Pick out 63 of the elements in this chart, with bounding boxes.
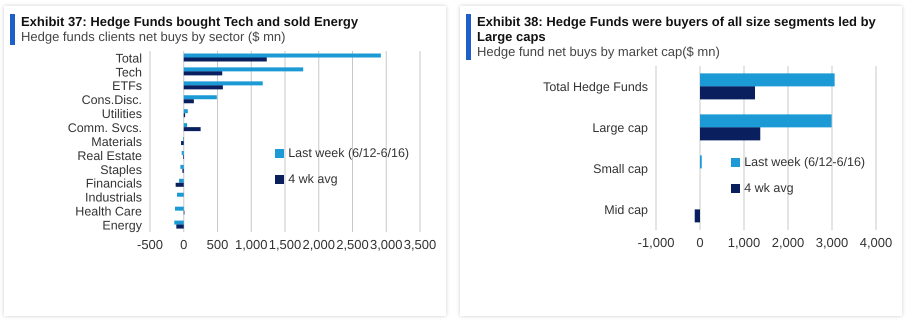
legend-label: Last week (6/12-6/16) — [288, 145, 410, 162]
x-tick-label: 3,000 — [816, 235, 848, 250]
bar — [700, 114, 832, 128]
bar — [184, 67, 304, 72]
y-tick-label: Utilities — [102, 107, 142, 122]
x-tick-label: 3,500 — [404, 237, 436, 252]
bar — [700, 86, 755, 100]
x-tick-label: 1,500 — [268, 237, 302, 252]
bar — [181, 141, 184, 146]
x-tick-label: 0 — [696, 235, 704, 250]
y-tick-label: Real Estate — [77, 148, 142, 163]
chart-subtitle: Hedge fund net buys by market cap($ mn) — [477, 44, 721, 60]
y-tick-label: Total — [116, 51, 142, 66]
chart-subtitle: Hedge funds clients net buys by sector ($ mn) — [21, 29, 286, 45]
legend-label: 4 wk avg — [744, 180, 794, 198]
bar — [184, 109, 188, 114]
bar — [177, 192, 184, 197]
bar — [184, 81, 263, 86]
y-tick-label: Staples — [100, 162, 142, 177]
bar — [700, 73, 835, 86]
bar — [184, 95, 217, 100]
bar — [184, 127, 201, 132]
y-tick-label: Energy — [102, 218, 143, 232]
bar — [176, 182, 184, 187]
bar — [184, 99, 194, 104]
bar — [184, 58, 267, 62]
x-tick-label: 1,000 — [234, 237, 268, 252]
y-tick-label: Mid cap — [604, 202, 648, 217]
y-tick-label: Materials — [91, 134, 142, 149]
bar — [180, 164, 184, 169]
y-tick-label: Total Hedge Funds — [543, 80, 648, 94]
legend-label: 4 wk avg — [288, 171, 338, 188]
bar — [700, 127, 760, 140]
bar — [174, 220, 184, 225]
bar — [184, 71, 222, 76]
y-tick-label: Financials — [86, 176, 142, 191]
x-tick-label: 1,000 — [728, 235, 760, 250]
x-tick-label: 2,000 — [772, 235, 804, 250]
x-tick-label: 2,000 — [302, 237, 336, 252]
y-tick-label: Small cap — [593, 162, 648, 176]
x-tick-label: 500 — [206, 237, 228, 252]
y-tick-label: Health Care — [75, 204, 142, 219]
x-tick-label: 3,000 — [370, 237, 403, 252]
x-tick-label: 4,000 — [860, 235, 892, 250]
x-tick-label: -500 — [136, 237, 164, 252]
x-tick-label: 0 — [180, 237, 188, 252]
chart-title: Exhibit 38: Hedge Funds were buyers of all size segments led by Large caps — [477, 14, 877, 44]
x-tick-label: -1,000 — [638, 235, 674, 250]
chart-title: Exhibit 37: Hedge Funds bought Tech and sold Energy — [21, 14, 358, 29]
y-tick-label: Comm. Svcs. — [68, 121, 142, 136]
y-tick-label: Tech — [116, 65, 142, 80]
y-tick-label: Cons.Disc. — [82, 93, 142, 108]
bar — [174, 206, 184, 211]
bar — [179, 178, 184, 183]
y-tick-label: Industrials — [85, 190, 142, 205]
y-tick-label: ETFs — [112, 79, 142, 94]
bar — [184, 85, 223, 90]
legend-label: Last week (6/12-6/16) — [744, 154, 866, 172]
y-tick-label: Large cap — [592, 120, 648, 135]
bar — [694, 209, 700, 222]
x-tick-label: 2,500 — [336, 237, 369, 252]
bar — [176, 224, 184, 229]
bar — [184, 54, 381, 58]
